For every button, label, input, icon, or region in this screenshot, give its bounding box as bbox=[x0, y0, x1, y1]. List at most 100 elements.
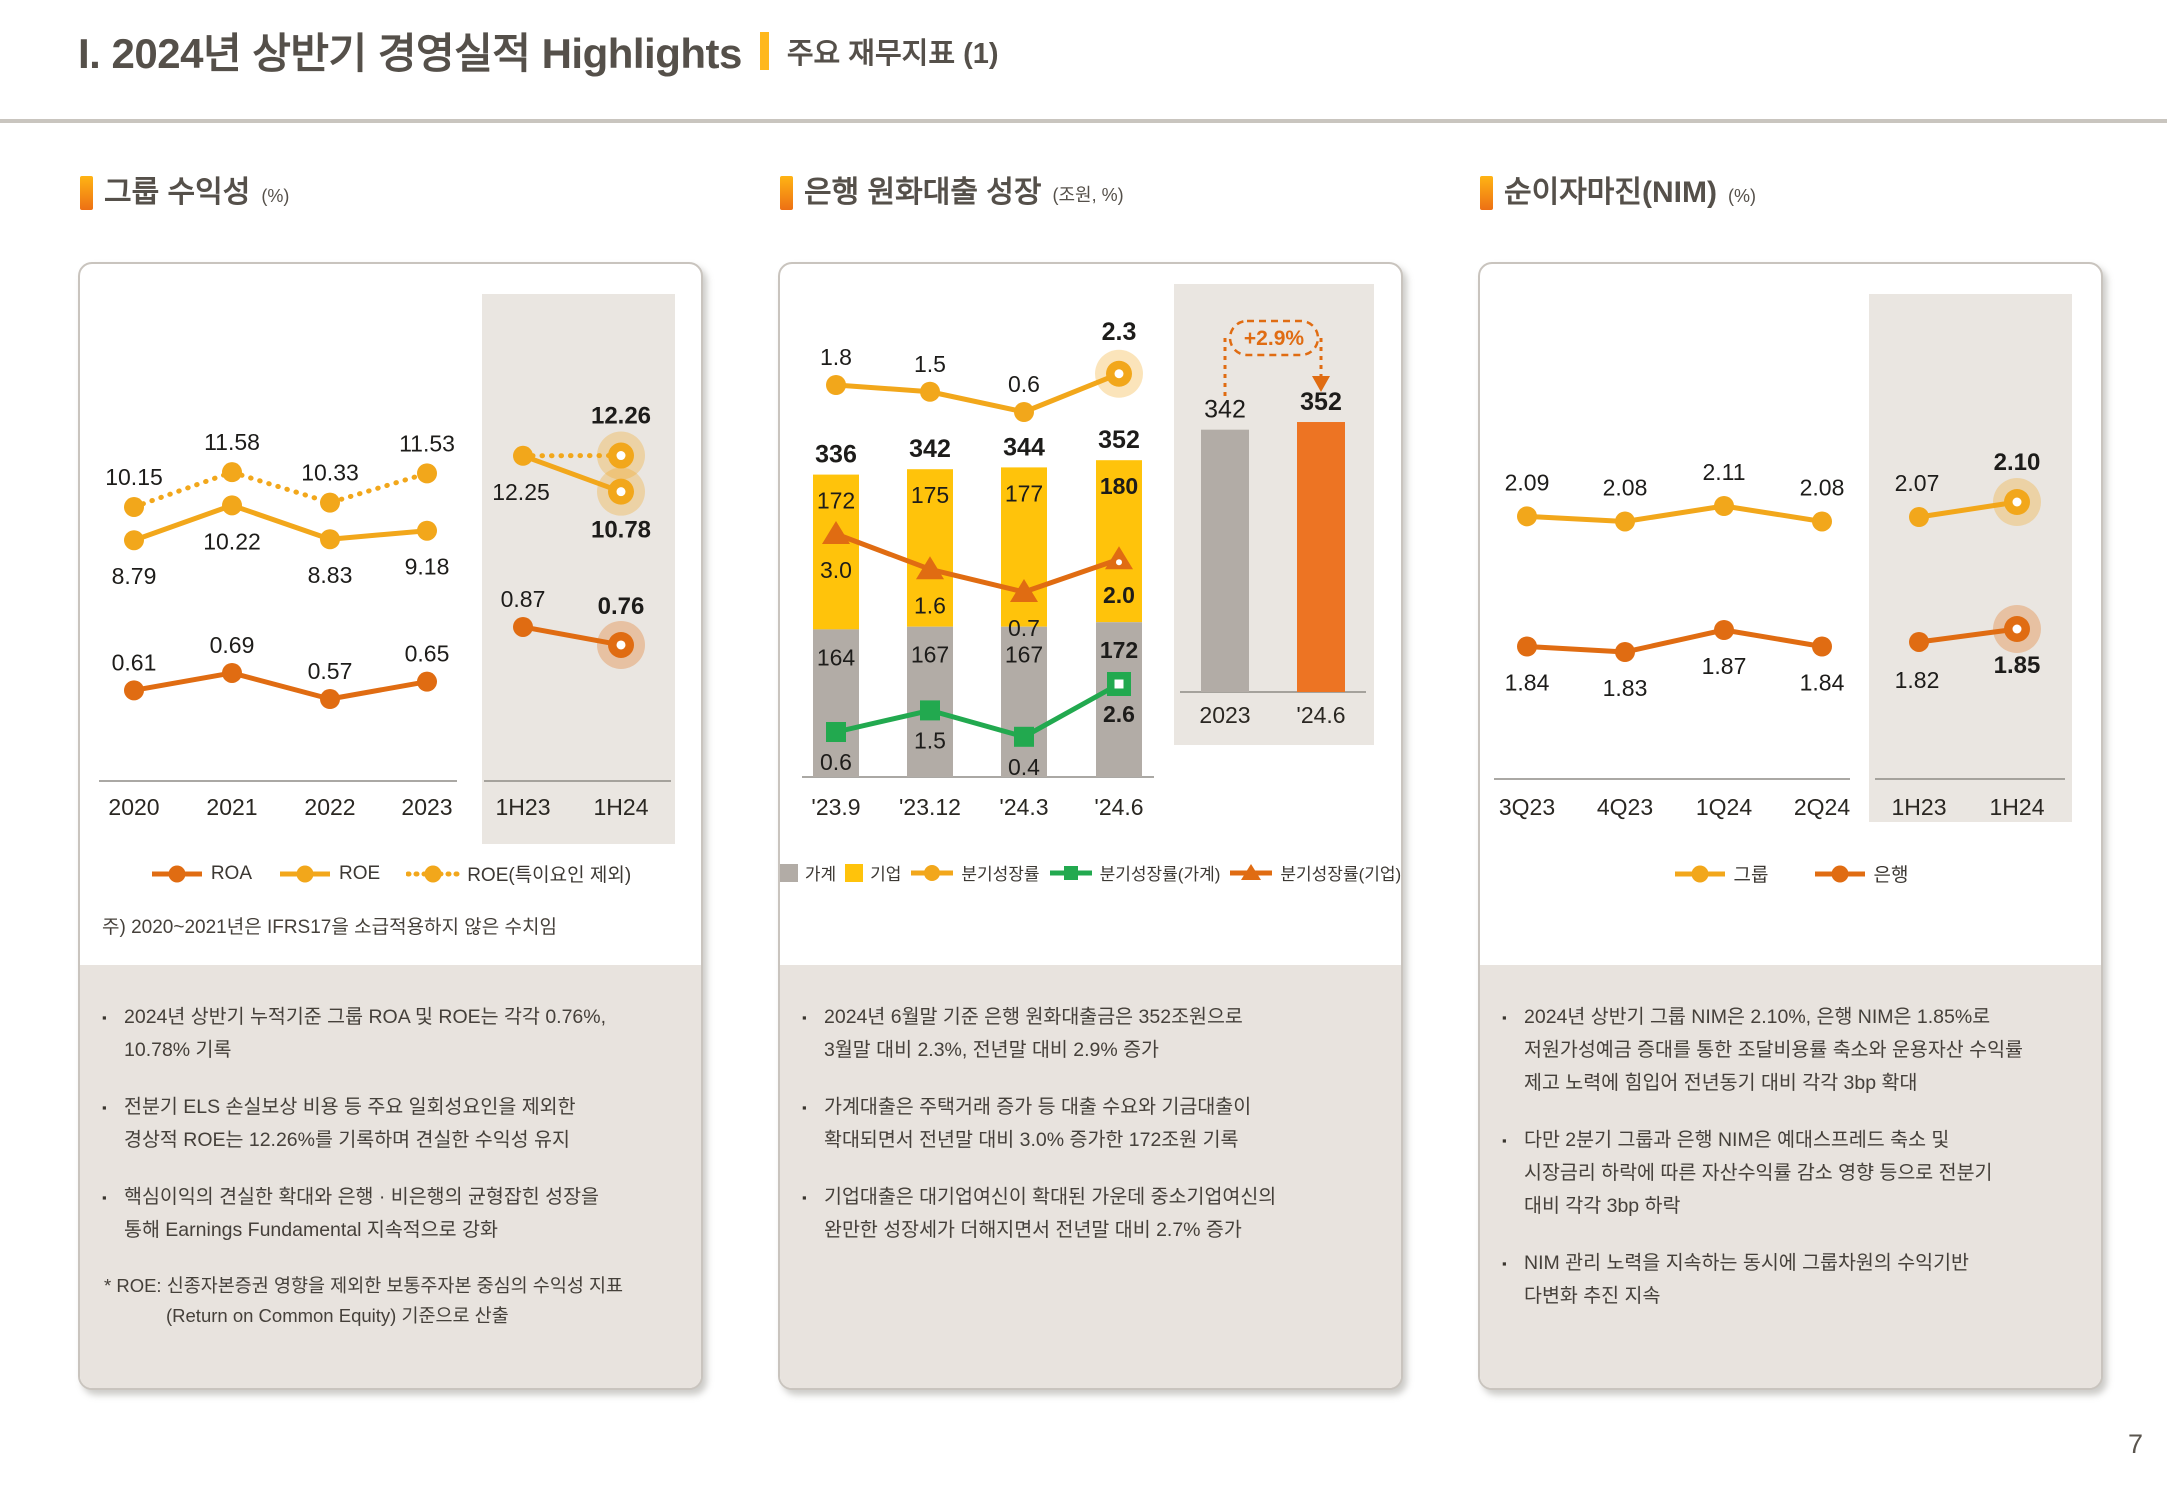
bullet-item: ▪ 가계대출은 주택거래 증가 등 대출 수요와 기금대출이 확대되면서 전년말 … bbox=[802, 1091, 1393, 1157]
commentary-section: ▪ 2024년 6월말 기준 은행 원화대출금은 352조원으로 3월말 대비 2… bbox=[780, 965, 1401, 1388]
svg-text:'24.6: '24.6 bbox=[1094, 794, 1143, 820]
card-group-profitability: 2020 2021 2022 2023 1H23 1H24 10.15 11.58 10.33 1… bbox=[78, 262, 703, 1390]
bullet-text: 기업대출은 대기업여신이 확대된 가운데 중소기업여신의 완만한 성장세가 더해… bbox=[824, 1186, 1277, 1241]
panel-title: 은행 원화대출 성장 bbox=[804, 176, 1042, 209]
bullet-marker-icon: ▪ bbox=[802, 1190, 807, 1205]
legend-label: ROE(특이요인 제외) bbox=[467, 865, 632, 886]
group-line-icon bbox=[1674, 865, 1725, 882]
svg-text:0.69: 0.69 bbox=[210, 632, 255, 658]
panel-header: 순이자마진(NIM) (%) bbox=[1480, 176, 1756, 210]
roa-line-icon bbox=[151, 865, 202, 882]
legend-item-household-growth: 분기성장률(가계) bbox=[1049, 860, 1221, 885]
svg-text:+2.9%: +2.9% bbox=[1244, 327, 1304, 350]
bullet-item: ▪ 2024년 6월말 기준 은행 원화대출금은 352조원으로 3월말 대비 2… bbox=[802, 1001, 1393, 1067]
corporate-growth-line-icon bbox=[1230, 863, 1273, 880]
svg-text:172: 172 bbox=[817, 488, 855, 514]
svg-text:2022: 2022 bbox=[304, 794, 355, 820]
bullet-text: 2024년 상반기 그룹 NIM은 2.10%, 은행 NIM은 1.85%로 … bbox=[1524, 1006, 2023, 1094]
legend-label: ROE bbox=[339, 862, 381, 884]
legend-label: 가계 bbox=[804, 865, 837, 884]
legend-label: ROA bbox=[210, 862, 252, 884]
svg-text:1Q24: 1Q24 bbox=[1696, 794, 1752, 820]
svg-text:0.57: 0.57 bbox=[308, 658, 353, 684]
svg-text:1.6: 1.6 bbox=[914, 592, 946, 618]
svg-text:'23.9: '23.9 bbox=[811, 794, 860, 820]
svg-text:12.25: 12.25 bbox=[492, 479, 550, 505]
panel-title: 순이자마진(NIM) bbox=[1504, 176, 1717, 209]
footnote-line: (Return on Common Equity) 기준으로 산출 bbox=[166, 1305, 509, 1326]
svg-text:'23.12: '23.12 bbox=[899, 794, 961, 820]
svg-text:1H23: 1H23 bbox=[496, 794, 551, 820]
bullet-text: NIM 관리 노력을 지속하는 동시에 그룹차원의 수익기반 다변화 추진 지속 bbox=[1524, 1252, 1969, 1307]
legend-label: 그룹 bbox=[1733, 865, 1769, 886]
svg-text:2.11: 2.11 bbox=[1702, 459, 1745, 485]
svg-text:'24.3: '24.3 bbox=[999, 794, 1048, 820]
svg-text:1H24: 1H24 bbox=[594, 794, 649, 820]
svg-text:8.83: 8.83 bbox=[308, 562, 353, 588]
bullet-item: ▪ 2024년 상반기 그룹 NIM은 2.10%, 은행 NIM은 1.85%로… bbox=[1502, 1001, 2093, 1100]
svg-text:2.07: 2.07 bbox=[1895, 470, 1940, 496]
bullet-item: ▪ 기업대출은 대기업여신이 확대된 가운데 중소기업여신의 완만한 성장세가 더… bbox=[802, 1181, 1393, 1247]
panel-loan-growth: 은행 원화대출 성장 (조원, %) 336 172 164 342 175 167 344… bbox=[778, 0, 1403, 1460]
roe-dotted-line-icon bbox=[406, 865, 461, 882]
svg-text:2.10: 2.10 bbox=[1994, 449, 2041, 476]
legend-label: 분기성장률(기업) bbox=[1280, 865, 1402, 884]
svg-text:2023: 2023 bbox=[1199, 702, 1250, 728]
loan-growth-chart: 336 172 164 342 175 167 344 177 167 352 180 172 '23.… bbox=[802, 284, 1374, 820]
legend: 그룹 은행 bbox=[1480, 860, 2101, 887]
bullet-marker-icon: ▪ bbox=[1502, 1133, 1507, 1148]
legend-item-household: 가계 bbox=[779, 860, 837, 885]
panel-unit: (%) bbox=[1727, 186, 1756, 206]
bullet-marker-icon: ▪ bbox=[802, 1010, 807, 1025]
bullet-item: ▪ NIM 관리 노력을 지속하는 동시에 그룹차원의 수익기반 다변화 추진 지… bbox=[1502, 1247, 2093, 1313]
chart-note: 주) 2020~2021년은 IFRS17을 소급적용하지 않은 수치임 bbox=[102, 917, 557, 938]
svg-text:344: 344 bbox=[1003, 433, 1045, 461]
roe-line-icon bbox=[280, 865, 330, 882]
svg-text:1H24: 1H24 bbox=[1990, 794, 2045, 820]
footnote-line: * ROE: 신종자본증권 영향을 제외한 보통주자본 중심의 수익성 지표 bbox=[104, 1275, 624, 1296]
legend-item-group: 그룹 bbox=[1673, 860, 1769, 887]
commentary-section: ▪ 2024년 상반기 누적기준 그룹 ROA 및 ROE는 각각 0.76%, … bbox=[80, 965, 701, 1388]
bullet-text: 2024년 상반기 누적기준 그룹 ROA 및 ROE는 각각 0.76%, 1… bbox=[124, 1006, 607, 1061]
svg-text:2.3: 2.3 bbox=[1102, 318, 1137, 346]
svg-text:1.5: 1.5 bbox=[914, 727, 946, 753]
legend-item-roa: ROA bbox=[150, 863, 252, 885]
bullet-item: ▪ 다만 2분기 그룹과 은행 NIM은 예대스프레드 축소 및 시장금리 하락에… bbox=[1502, 1124, 2093, 1223]
svg-text:1.84: 1.84 bbox=[1800, 670, 1845, 696]
svg-text:0.61: 0.61 bbox=[112, 649, 157, 675]
household-growth-line-icon bbox=[1049, 865, 1092, 880]
svg-text:0.87: 0.87 bbox=[501, 586, 546, 612]
svg-text:0.6: 0.6 bbox=[1008, 371, 1040, 397]
legend-label: 기업 bbox=[870, 865, 902, 884]
svg-text:1.84: 1.84 bbox=[1505, 670, 1550, 696]
svg-text:8.79: 8.79 bbox=[112, 563, 157, 589]
svg-text:0.65: 0.65 bbox=[405, 641, 450, 667]
bullet-text: 다만 2분기 그룹과 은행 NIM은 예대스프레드 축소 및 시장금리 하락에 … bbox=[1524, 1129, 1993, 1217]
svg-text:352: 352 bbox=[1300, 388, 1342, 416]
card-nim: 3Q23 4Q23 1Q24 2Q24 1H23 1H24 2.09 2.08 2.11 2.08… bbox=[1478, 262, 2103, 1390]
svg-text:180: 180 bbox=[1100, 473, 1138, 499]
svg-text:342: 342 bbox=[909, 435, 951, 463]
bullet-marker-icon: ▪ bbox=[1502, 1256, 1507, 1271]
household-swatch-icon bbox=[779, 863, 798, 882]
svg-text:1.8: 1.8 bbox=[820, 344, 852, 370]
legend-label: 분기성장률(가계) bbox=[1099, 865, 1221, 884]
panel-unit: (%) bbox=[261, 186, 290, 206]
svg-text:2.0: 2.0 bbox=[1103, 582, 1135, 608]
slide-header: I. 2024년 상반기 경영실적 Highlights 주요 재무지표 (1) bbox=[78, 20, 999, 81]
panel-group-profitability: 그룹 수익성 (%) 2020 2021 2022 2023 1H23 1H24 10.15… bbox=[78, 0, 703, 1460]
svg-text:175: 175 bbox=[911, 482, 949, 508]
svg-text:0.4: 0.4 bbox=[1008, 754, 1040, 780]
svg-text:2.08: 2.08 bbox=[1800, 474, 1845, 500]
header-divider bbox=[0, 119, 2167, 123]
svg-text:10.78: 10.78 bbox=[591, 517, 651, 544]
page-title: I. 2024년 상반기 경영실적 Highlights bbox=[78, 30, 742, 77]
svg-text:352: 352 bbox=[1098, 426, 1140, 454]
bullet-marker-icon: ▪ bbox=[102, 1190, 107, 1205]
svg-text:2Q24: 2Q24 bbox=[1794, 794, 1850, 820]
bullet-text: 핵심이익의 견실한 확대와 은행 · 비은행의 균형잡힌 성장을 통해 Earn… bbox=[124, 1186, 599, 1241]
svg-text:0.7: 0.7 bbox=[1008, 615, 1040, 641]
group-profitability-chart: 2020 2021 2022 2023 1H23 1H24 10.15 11.58 10.33 1… bbox=[99, 294, 675, 844]
svg-text:342: 342 bbox=[1204, 396, 1246, 424]
